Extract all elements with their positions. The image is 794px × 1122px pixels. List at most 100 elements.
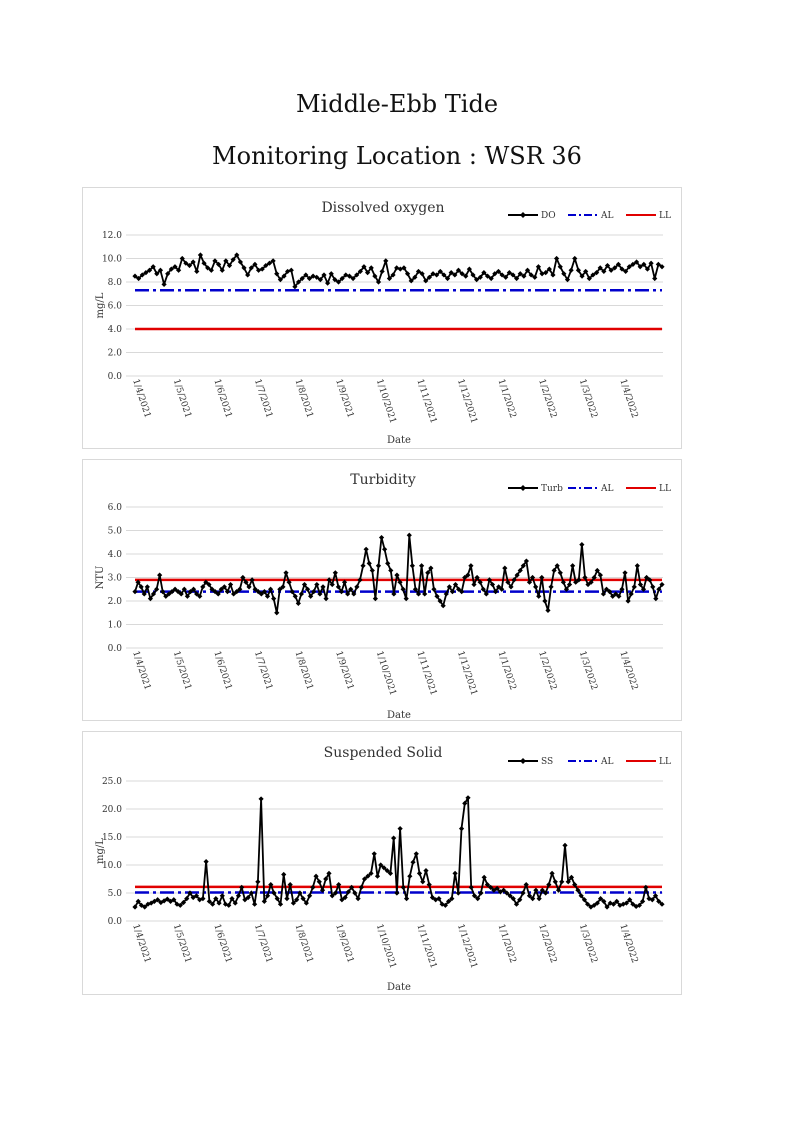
data-point [542, 598, 548, 604]
data-point [437, 598, 443, 604]
data-point [234, 252, 240, 258]
x-tick-label: 1/3/2022 [577, 650, 599, 692]
data-point [465, 795, 471, 801]
y-tick-label: 25.0 [102, 777, 122, 787]
chart-title: Turbidity [350, 472, 416, 488]
x-tick-label: 1/5/2021 [171, 650, 193, 692]
legend-label: DO [541, 211, 556, 221]
data-point [219, 267, 225, 273]
data-point [455, 267, 462, 273]
x-tick-label: 1/2/2022 [536, 923, 558, 965]
data-point [610, 901, 617, 907]
x-tick-label: 1/12/2021 [455, 923, 479, 970]
x-tick-label: 1/4/2022 [617, 650, 639, 692]
data-point [151, 898, 157, 904]
data-point [203, 859, 209, 865]
data-point [197, 252, 204, 258]
data-point [231, 591, 237, 597]
data-point [539, 271, 545, 277]
chart-svg-suspended-solid: Suspended Solid 0.0 5.0 10.0 15.0 20.0 25.0 mg/… [95, 745, 671, 993]
chart-title: Dissolved oxygen [321, 200, 444, 216]
y-tick-label: 5.0 [108, 889, 123, 899]
data-point [428, 565, 434, 571]
x-tick-label: 1/10/2021 [374, 378, 398, 425]
y-tick-label: 8.0 [108, 278, 123, 288]
data-point [608, 267, 614, 273]
y-tick-label: 10.0 [102, 255, 122, 265]
data-point [218, 586, 224, 592]
data-point [425, 570, 431, 576]
data-point [345, 889, 351, 895]
x-tick-label: 1/6/2021 [211, 650, 233, 692]
data-point [630, 261, 636, 267]
data-point [183, 260, 189, 266]
data-point [390, 272, 396, 278]
x-tick-label: 1/8/2021 [293, 923, 315, 965]
series-line [134, 796, 663, 908]
x-tick-label: 1/12/2021 [455, 378, 479, 425]
data-point [287, 882, 293, 888]
data-point [306, 893, 313, 899]
data-point [416, 870, 423, 876]
legend-marker-data [520, 758, 526, 764]
data-point [132, 273, 138, 279]
page-title: Middle-Ebb Tide [295, 90, 499, 118]
data-point [468, 563, 474, 569]
data-point [391, 591, 397, 597]
data-point [248, 890, 254, 896]
data-point [594, 567, 600, 574]
data-point [378, 534, 385, 541]
data-point [513, 901, 520, 907]
x-axis-label: Date [387, 982, 411, 993]
data-point [533, 584, 539, 590]
data-point [634, 563, 640, 569]
y-axis-label: mg/L [95, 838, 106, 864]
series-line [134, 534, 663, 614]
data-point [415, 268, 422, 275]
data-point [444, 275, 451, 282]
data-point [358, 884, 364, 890]
x-tick-label: 1/2/2022 [536, 378, 558, 420]
data-point [640, 586, 647, 592]
data-point [568, 267, 574, 273]
data-point [249, 577, 255, 583]
data-point [583, 268, 589, 275]
data-point [561, 271, 567, 277]
data-point [560, 579, 566, 585]
data-point [539, 574, 545, 581]
data-point [535, 264, 542, 270]
data-point [481, 874, 487, 880]
x-tick-label: 1/10/2021 [374, 650, 398, 697]
data-point [474, 574, 480, 581]
data-point [546, 882, 552, 888]
x-tick-label: 1/7/2021 [252, 650, 274, 692]
data-point [374, 873, 381, 879]
data-point [239, 884, 245, 890]
data-point [562, 842, 568, 848]
data-point [240, 574, 246, 581]
data-point [403, 896, 410, 902]
x-tick-label: 1/11/2021 [414, 650, 438, 697]
data-point [286, 579, 292, 585]
x-tick-label: 1/4/2021 [130, 923, 152, 965]
data-point [470, 272, 476, 278]
y-tick-label: 4.0 [108, 325, 123, 335]
x-tick-label: 1/5/2021 [171, 378, 193, 420]
legend-label: LL [659, 484, 671, 494]
data-point [352, 890, 358, 896]
data-point [603, 586, 610, 592]
data-point [554, 563, 560, 569]
y-tick-label: 20.0 [102, 805, 122, 815]
data-point [348, 586, 354, 592]
data-point [489, 581, 496, 588]
legend-label: LL [659, 211, 671, 221]
page-subtitle: Monitoring Location : WSR 36 [212, 142, 582, 170]
data-point [145, 901, 151, 907]
data-point [187, 890, 193, 896]
data-point [277, 586, 283, 592]
data-point [338, 589, 345, 595]
data-point [403, 596, 409, 602]
y-tick-label: 5.0 [108, 527, 123, 537]
data-point [631, 584, 637, 590]
data-point [386, 275, 393, 282]
